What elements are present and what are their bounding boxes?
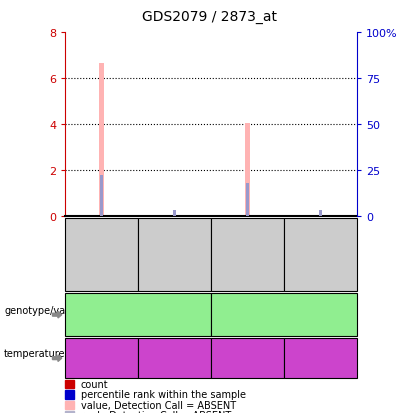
Text: genotype/variation: genotype/variation	[4, 305, 97, 315]
Text: count: count	[81, 379, 108, 389]
Text: GDS2079 / 2873_at: GDS2079 / 2873_at	[142, 10, 278, 24]
Text: GSM105146: GSM105146	[170, 230, 179, 280]
Text: GSM105145: GSM105145	[97, 230, 106, 280]
Text: 25 C: 25 C	[234, 353, 261, 363]
Text: temperature: temperature	[4, 348, 66, 358]
Text: value, Detection Call = ABSENT: value, Detection Call = ABSENT	[81, 400, 236, 410]
Text: wild type: wild type	[116, 310, 160, 320]
Text: 37 C: 37 C	[161, 353, 188, 363]
Text: GSM105143: GSM105143	[243, 230, 252, 280]
Text: nab3 temperature
sensitive: nab3 temperature sensitive	[239, 304, 328, 326]
Text: 37 C: 37 C	[307, 353, 334, 363]
Text: 25 C: 25 C	[88, 353, 115, 363]
Text: GSM105139: GSM105139	[316, 230, 325, 280]
Bar	[245, 124, 250, 217]
Text: rank, Detection Call = ABSENT: rank, Detection Call = ABSENT	[81, 410, 231, 413]
Bar	[319, 210, 322, 217]
Bar	[246, 183, 249, 217]
Text: percentile rank within the sample: percentile rank within the sample	[81, 389, 246, 399]
Bar	[100, 176, 103, 217]
Bar	[173, 210, 176, 217]
Bar	[99, 64, 104, 217]
